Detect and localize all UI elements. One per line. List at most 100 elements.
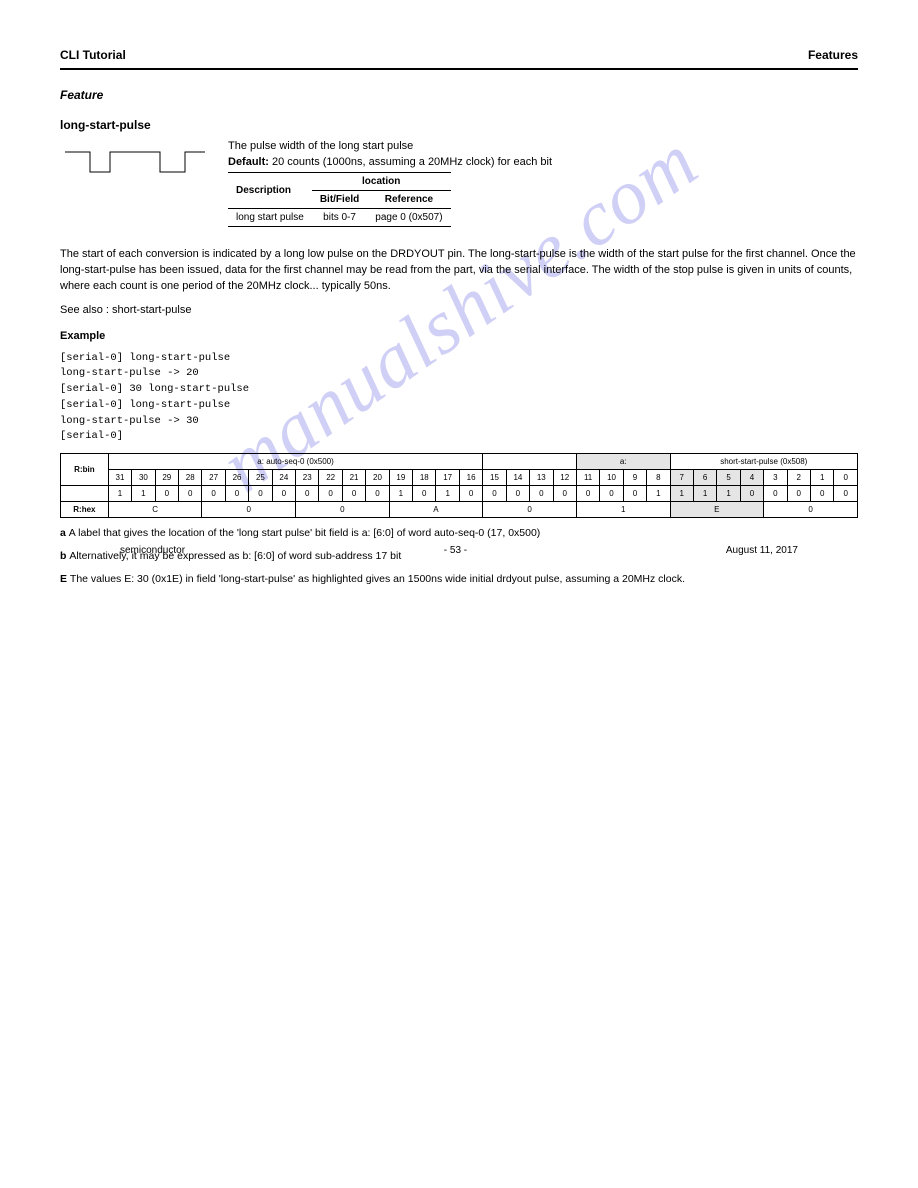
hex-nibble-2: 0 [296,502,390,518]
bit-pos-7: 7 [670,470,693,486]
bit-val-13: 0 [413,486,436,502]
grouph-1 [483,454,577,470]
bit-val-2: 0 [155,486,178,502]
example-label: Example [60,330,105,342]
bit-val-7: 0 [272,486,295,502]
grouph-0: a: auto-seq-0 (0x500) [108,454,483,470]
bit-pos-24: 24 [272,470,295,486]
bit-pos-22: 22 [319,470,342,486]
bit-pos-0: 0 [834,470,858,486]
bit-pos-27: 27 [202,470,225,486]
rbin-label: R:bin [61,454,109,486]
bit-val-1: 1 [132,486,155,502]
resp2: long-start-pulse [60,415,161,427]
bit-val-16: 0 [483,486,506,502]
footer-right: August 11, 2017 [726,545,798,556]
header-right: Features [808,48,858,62]
ex-line-5: long-start-pulse -> 30 [60,414,858,430]
bit-val-15: 0 [459,486,482,502]
bit-val-8: 0 [296,486,319,502]
bit-pos-21: 21 [342,470,365,486]
prompt1: [serial-0] [60,352,123,364]
arrow1: -> [167,367,180,379]
bit-values-row: 11000000000010100000000111100000 [61,486,858,502]
header-rule [60,68,858,70]
default-value: 20 counts (1000ns, assuming a 20MHz cloc… [272,156,552,168]
prompt4: [serial-0] [60,430,123,442]
ex-line-4: [serial-0] long-start-pulse [60,398,858,414]
resp1: long-start-pulse [60,367,161,379]
page-footer: semiconductor - 53 - August 11, 2017 [120,545,798,556]
desc-p1: The start of each conversion is indicate… [60,247,858,295]
hex-nibble-7: 0 [764,502,858,518]
gh-0: auto-seq-0 (0x500) [266,457,334,466]
footer-left: semiconductor [120,545,185,556]
bit-pos-17: 17 [436,470,459,486]
bit-val-11: 0 [366,486,389,502]
bit-pos-16: 16 [459,470,482,486]
bit-val-0: 1 [108,486,131,502]
bit-val-27: 0 [740,486,763,502]
bit-val-22: 0 [623,486,646,502]
bit-pos-13: 13 [530,470,553,486]
val1: 20 [186,367,199,379]
note-a: a A label that gives the location of the… [60,526,858,541]
default-label: Default: [228,156,269,168]
bit-pos-25: 25 [249,470,272,486]
header-left: CLI Tutorial [60,48,126,62]
ex-line-1: [serial-0] long-start-pulse [60,351,858,367]
hex-nibble-4: 0 [483,502,577,518]
bit-val-20: 0 [576,486,599,502]
hex-row: R:hex C00A01E0 [61,502,858,518]
spec-h2: Reference [367,191,450,209]
bit-pos-10: 10 [600,470,623,486]
bit-pos-4: 4 [740,470,763,486]
bit-val-24: 1 [670,486,693,502]
bit-pos-20: 20 [366,470,389,486]
bit-val-30: 0 [810,486,833,502]
bit-pos-28: 28 [179,470,202,486]
ex-line-6: [serial-0] [60,429,858,445]
cmd1: long-start-pulse [123,352,230,364]
note-e: E The values E: 30 (0x1E) in field 'long… [60,572,858,587]
description-block: The start of each conversion is indicate… [60,247,858,445]
section-title: Feature [60,88,858,102]
spec-bits: bits 0-7 [312,209,367,227]
note-a-text: A label that gives the location of the '… [69,527,541,539]
bit-val-3: 0 [179,486,202,502]
bit-pos-23: 23 [296,470,319,486]
bit-val-19: 0 [553,486,576,502]
ex-line-3: [serial-0] 30 long-start-pulse [60,382,858,398]
register-table: R:bin a: auto-seq-0 (0x500) a: short-sta… [60,453,858,518]
bit-val-26: 1 [717,486,740,502]
pulse-default: Default: 20 counts (1000ns, assuming a 2… [228,156,858,168]
bit-val-10: 0 [342,486,365,502]
rhex-label: R:hex [61,502,109,518]
arrow2: -> [167,415,180,427]
prompt3: [serial-0] [60,399,123,411]
spec-h1: Bit/Field [312,191,367,209]
bit-pos-15: 15 [483,470,506,486]
ab-a1: a: [620,457,627,466]
filler-left [61,486,109,502]
footer-center: - 53 - [444,545,467,556]
register-table-wrap: R:bin a: auto-seq-0 (0x500) a: short-sta… [60,453,858,518]
note-e-text: The values E: 30 (0x1E) in field 'long-s… [70,573,685,585]
pulse-description: The pulse width of the long start pulse [228,140,858,152]
bit-pos-29: 29 [155,470,178,486]
bit-val-25: 1 [693,486,716,502]
bit-pos-26: 26 [225,470,248,486]
bit-val-21: 0 [600,486,623,502]
bit-val-28: 0 [764,486,787,502]
ex-line-2: long-start-pulse -> 20 [60,366,858,382]
hex-nibble-0: C [108,502,202,518]
spec-ref: page 0 (0x507) [367,209,450,227]
gh-2: short-start-pulse (0x508) [720,457,807,466]
bit-pos-11: 11 [576,470,599,486]
bit-pos-18: 18 [413,470,436,486]
spec-table: Description location Bit/Field Reference… [228,172,451,227]
grouph-2: a: [576,454,670,470]
hex-nibble-3: A [389,502,483,518]
bit-positions-row: 3130292827262524232221201918171615141312… [61,470,858,486]
hex-nibble-5: 1 [576,502,670,518]
